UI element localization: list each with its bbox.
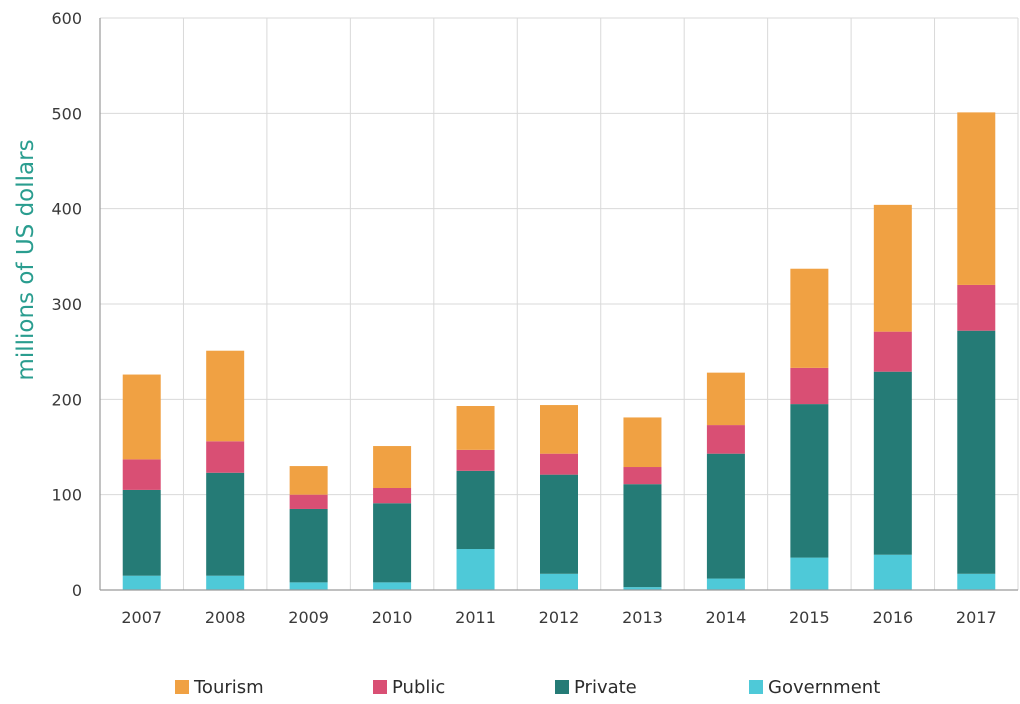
bar-tourism-2014 bbox=[706, 372, 745, 426]
bar-private-2016 bbox=[873, 371, 912, 555]
bar-public-2013 bbox=[623, 467, 662, 485]
bar-public-2012 bbox=[540, 453, 578, 475]
x-tick-label: 2007 bbox=[121, 608, 162, 627]
bar-tourism-2011 bbox=[456, 406, 495, 450]
legend-swatch-public bbox=[373, 680, 387, 694]
bar-private-2007 bbox=[122, 489, 161, 576]
y-tick-label: 400 bbox=[51, 200, 82, 219]
bar-government-2014 bbox=[706, 578, 745, 590]
y-tick-label: 200 bbox=[51, 390, 82, 409]
y-tick-label: 300 bbox=[51, 295, 82, 314]
legend-swatch-tourism bbox=[175, 680, 189, 694]
bar-private-2011 bbox=[456, 470, 495, 550]
bar-tourism-2017 bbox=[957, 112, 996, 285]
bar-government-2007 bbox=[122, 575, 161, 590]
bar-tourism-2008 bbox=[206, 350, 245, 442]
bar-government-2012 bbox=[540, 573, 578, 590]
x-tick-labels: 2007 2008 2009 2010 2011 2012 2013 2014 2015 2016… bbox=[121, 608, 996, 627]
x-tick-label: 2017 bbox=[956, 608, 997, 627]
x-tick-label: 2010 bbox=[372, 608, 413, 627]
legend-label-government: Government bbox=[768, 677, 880, 698]
bar-tourism-2009 bbox=[289, 466, 328, 495]
legend-label-tourism: Tourism bbox=[193, 677, 264, 698]
bar-private-2008 bbox=[206, 472, 245, 576]
bar-government-2015 bbox=[790, 557, 829, 590]
axes bbox=[99, 18, 1018, 591]
x-tick-label: 2015 bbox=[789, 608, 830, 627]
bar-government-2011 bbox=[456, 549, 495, 590]
bar-government-2008 bbox=[206, 575, 245, 590]
y-axis-label: millions of US dollars bbox=[13, 139, 39, 380]
bar-public-2016 bbox=[873, 331, 912, 372]
x-tick-label: 2013 bbox=[622, 608, 663, 627]
bar-public-2009 bbox=[289, 494, 328, 509]
bar-private-2013 bbox=[623, 484, 662, 588]
bar-tourism-2013 bbox=[623, 417, 662, 468]
bar-tourism-2007 bbox=[122, 374, 161, 460]
bar-tourism-2015 bbox=[790, 268, 829, 368]
bar-tourism-2012 bbox=[540, 405, 578, 454]
bar-public-2008 bbox=[206, 441, 245, 473]
bar-private-2017 bbox=[957, 330, 996, 574]
bar-private-2009 bbox=[289, 508, 328, 583]
bar-government-2010 bbox=[373, 582, 412, 590]
legend: Tourism Public Private Government bbox=[175, 677, 880, 698]
legend-label-public: Public bbox=[392, 677, 445, 698]
bar-public-2014 bbox=[706, 425, 745, 454]
bars bbox=[122, 112, 996, 590]
bar-government-2017 bbox=[957, 573, 996, 590]
bar-government-2016 bbox=[873, 554, 912, 590]
legend-swatch-private bbox=[555, 680, 569, 694]
x-tick-label: 2012 bbox=[539, 608, 580, 627]
y-tick-labels: 0 100 200 300 400 500 600 bbox=[51, 9, 82, 600]
bar-public-2010 bbox=[373, 487, 412, 504]
x-tick-label: 2009 bbox=[288, 608, 329, 627]
x-tick-label: 2008 bbox=[205, 608, 246, 627]
bar-private-2014 bbox=[706, 453, 745, 579]
bar-government-2009 bbox=[289, 582, 328, 590]
y-tick-label: 100 bbox=[51, 486, 82, 505]
x-tick-label: 2011 bbox=[455, 608, 496, 627]
bar-public-2015 bbox=[790, 367, 829, 405]
y-tick-label: 600 bbox=[51, 9, 82, 28]
y-tick-label: 0 bbox=[72, 581, 82, 600]
bar-public-2011 bbox=[456, 449, 495, 471]
legend-swatch-government bbox=[749, 680, 763, 694]
bar-private-2015 bbox=[790, 404, 829, 558]
bar-private-2012 bbox=[540, 474, 578, 574]
x-tick-label: 2014 bbox=[706, 608, 747, 627]
y-tick-label: 500 bbox=[51, 104, 82, 123]
bar-tourism-2010 bbox=[373, 446, 412, 488]
bar-public-2017 bbox=[957, 284, 996, 331]
x-tick-label: 2016 bbox=[872, 608, 913, 627]
bar-private-2010 bbox=[373, 503, 412, 583]
bar-government-2013 bbox=[623, 587, 662, 590]
bar-public-2007 bbox=[122, 459, 161, 490]
bar-tourism-2016 bbox=[873, 204, 912, 332]
legend-label-private: Private bbox=[574, 677, 637, 698]
grid bbox=[100, 17, 1019, 590]
